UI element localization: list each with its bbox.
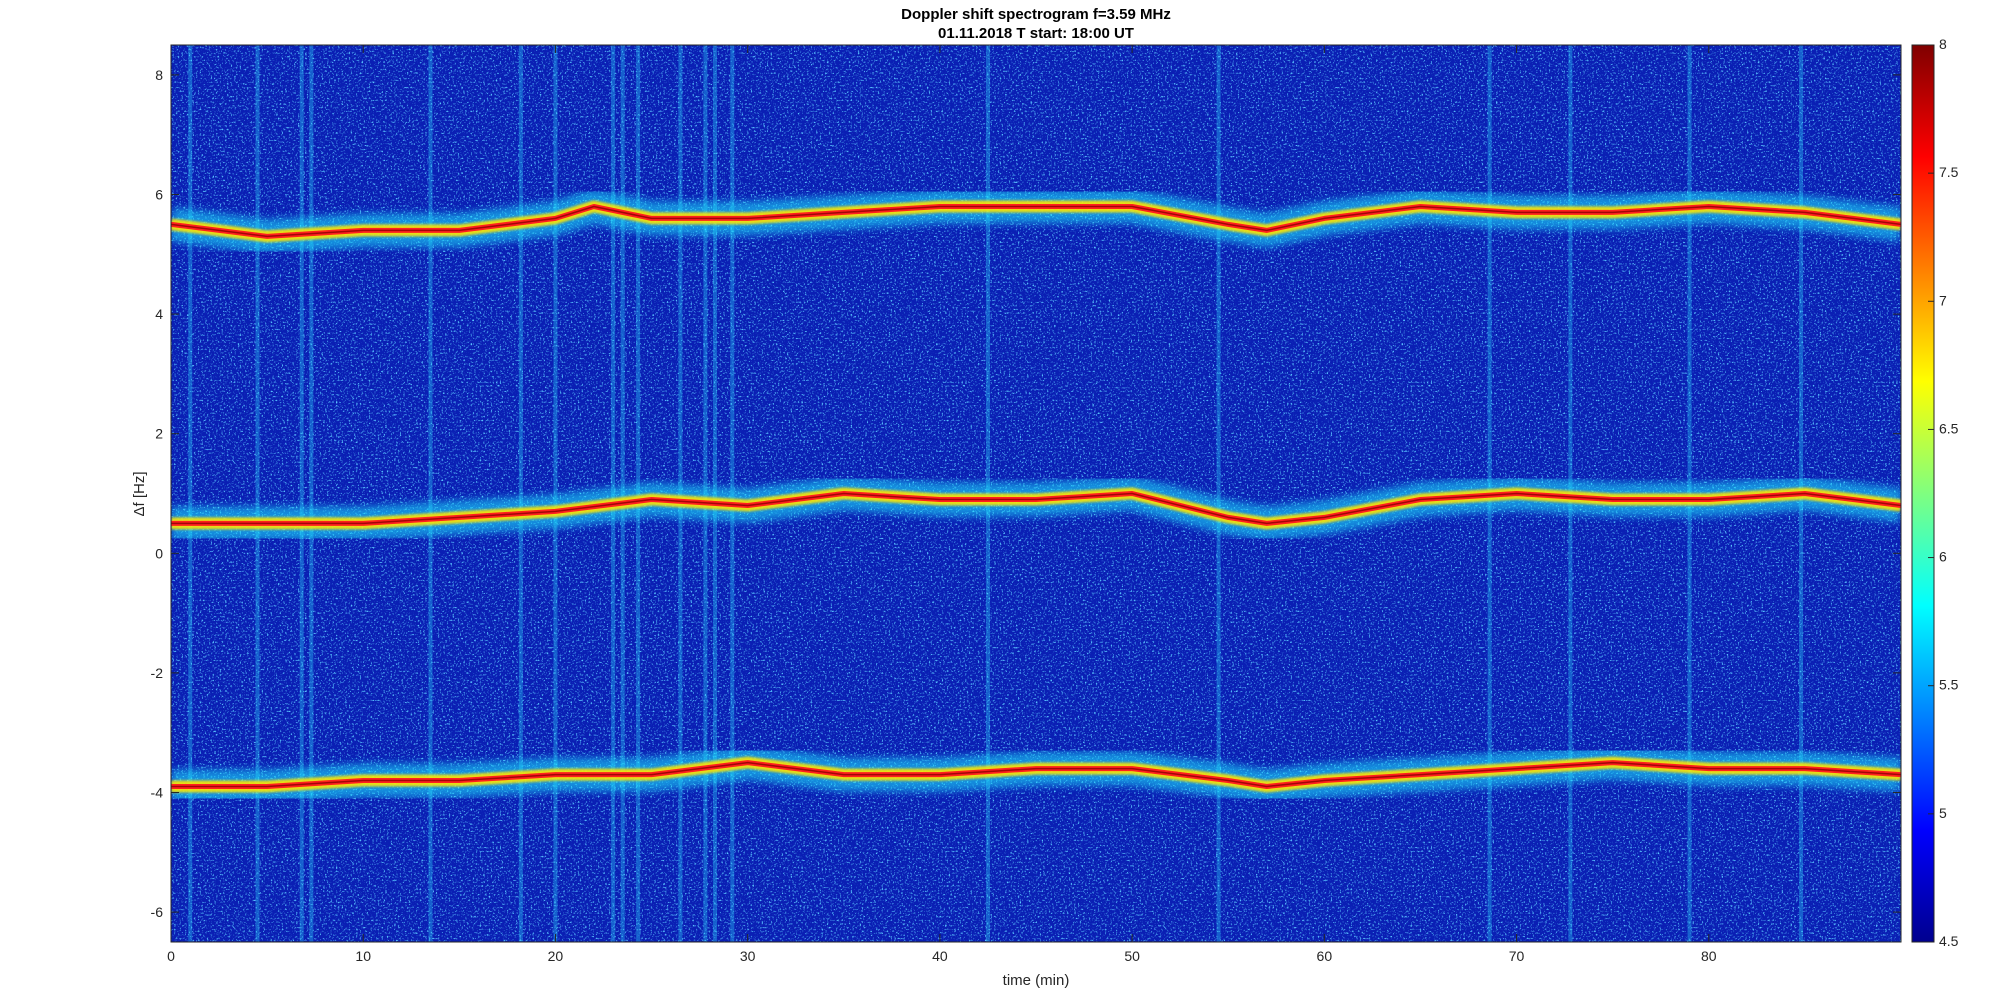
streak-5 (518, 45, 523, 942)
band-1-core (171, 492, 1901, 525)
x-tick-label: 30 (740, 948, 756, 964)
x-axis-label: time (min) (1003, 972, 1070, 989)
colorbar-tick-label: 8 (1939, 36, 1947, 52)
band-0-core (171, 205, 1901, 238)
doppler-bands (171, 189, 1901, 804)
y-tick-label: -6 (151, 904, 164, 920)
x-tick-label: 60 (1317, 948, 1333, 964)
colorbar-tick-label: 5.5 (1939, 677, 1959, 693)
y-tick-label: 2 (155, 426, 163, 442)
x-axis-ticks: 0 10 20 30 40 50 60 70 80 (167, 45, 1717, 964)
x-tick-label: 50 (1124, 948, 1140, 964)
chart-subtitle: 01.11.2018 T start: 18:00 UT (938, 25, 1134, 42)
colorbar-tick-label: 7 (1939, 292, 1947, 308)
x-tick-label: 20 (548, 948, 564, 964)
colorbar-tick-label: 7.5 (1939, 164, 1959, 180)
x-tick-label: 40 (932, 948, 948, 964)
streak-1 (255, 45, 260, 942)
streak-2 (299, 45, 304, 942)
y-tick-label: 4 (155, 306, 163, 322)
colorbar-gradient (1911, 44, 1935, 943)
streak-0 (188, 45, 193, 942)
y-tick-label: 0 (155, 545, 163, 561)
colorbar-tick-label: 4.5 (1939, 933, 1959, 949)
y-axis-label: Δf [Hz] (131, 471, 148, 516)
colorbar-ticks: 4.5 5 5.5 6 6.5 7 7.5 8 (1928, 36, 1959, 949)
band-2-core (171, 761, 1901, 788)
y-tick-label: -2 (151, 665, 164, 681)
y-tick-label: 6 (155, 187, 163, 203)
x-tick-label: 80 (1701, 948, 1717, 964)
plot-area (171, 45, 1901, 942)
y-axis-ticks: -6 -4 -2 0 2 4 6 8 (151, 67, 1901, 920)
y-tick-label: -4 (151, 785, 164, 801)
chart-title: Doppler shift spectrogram f=3.59 MHz (901, 6, 1171, 23)
streak-4 (428, 45, 433, 942)
streak-6 (553, 45, 558, 942)
x-tick-label: 70 (1509, 948, 1525, 964)
colorbar-tick-label: 6 (1939, 549, 1947, 565)
colorbar-tick-label: 6.5 (1939, 420, 1959, 436)
colorbar: 4.5 5 5.5 6 6.5 7 7.5 8 (1911, 36, 1959, 949)
streak-3 (309, 45, 314, 942)
x-tick-label: 0 (167, 948, 175, 964)
colorbar-tick-label: 5 (1939, 805, 1947, 821)
x-tick-label: 10 (355, 948, 371, 964)
streak-15 (1216, 45, 1221, 942)
y-tick-label: 8 (155, 67, 163, 83)
plot-frame (170, 44, 1902, 943)
